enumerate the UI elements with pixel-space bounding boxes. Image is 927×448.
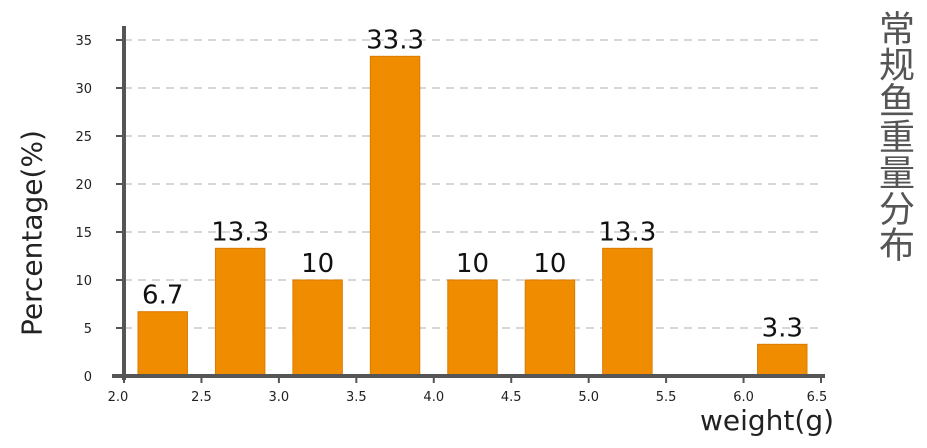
bar-6 xyxy=(602,247,653,377)
y-axis-label-box: Percentage(%) xyxy=(12,0,52,448)
y-axis-label: Percentage(%) xyxy=(15,129,49,336)
chart-title: 常规鱼重量分布 xyxy=(873,10,914,262)
bars xyxy=(137,55,808,377)
y-tick-label-15: 15 xyxy=(75,226,92,241)
bar-label-2: 10 xyxy=(301,249,334,279)
x-tick-label-3.0: 3.0 xyxy=(269,390,290,405)
y-tick-label-5: 5 xyxy=(84,322,92,337)
y-tick-label-25: 25 xyxy=(75,130,92,145)
x-tick-label-2.0: 2.0 xyxy=(108,390,129,405)
bar-1 xyxy=(214,247,266,377)
bar-2 xyxy=(292,279,343,377)
bar-0 xyxy=(137,311,188,377)
x-tick-label-5.5: 5.5 xyxy=(656,390,677,405)
bar-label-4: 10 xyxy=(456,249,489,279)
y-tick-labels: 0 5 10 15 20 25 30 35 xyxy=(75,34,92,385)
bar-labels: 6.7 13.3 10 33.3 10 10 13.3 3.3 xyxy=(142,25,803,343)
x-tick-label-6.0: 6.0 xyxy=(733,390,754,405)
bar-label-7: 3.3 xyxy=(762,313,803,343)
x-tick-label-5.0: 5.0 xyxy=(578,390,599,405)
x-tick-labels: 2.0 2.5 3.0 3.5 4.0 4.5 5.0 5.5 6.0 6.5 xyxy=(108,390,828,405)
x-axis-label: weight(g) xyxy=(700,404,835,437)
y-tick-label-30: 30 xyxy=(75,82,92,97)
y-tick-label-20: 20 xyxy=(75,178,92,193)
x-tick-label-6.5: 6.5 xyxy=(807,390,828,405)
bar-4 xyxy=(447,279,498,377)
axes xyxy=(112,26,825,383)
bar-label-0: 6.7 xyxy=(142,281,183,311)
bar-5 xyxy=(524,279,576,377)
bar-7 xyxy=(757,343,808,377)
x-tick-label-2.5: 2.5 xyxy=(191,390,212,405)
y-tick-label-0: 0 xyxy=(84,370,92,385)
bar-3 xyxy=(369,55,421,377)
bar-label-6: 13.3 xyxy=(598,217,656,247)
x-tick-label-3.5: 3.5 xyxy=(346,390,367,405)
bar-label-1: 13.3 xyxy=(211,217,269,247)
bar-label-3: 33.3 xyxy=(366,25,424,55)
bar-label-5: 10 xyxy=(533,249,566,279)
x-tick-label-4.0: 4.0 xyxy=(423,390,444,405)
y-tick-label-10: 10 xyxy=(75,274,92,289)
y-tick-label-35: 35 xyxy=(75,34,92,49)
x-tick-label-4.5: 4.5 xyxy=(501,390,522,405)
